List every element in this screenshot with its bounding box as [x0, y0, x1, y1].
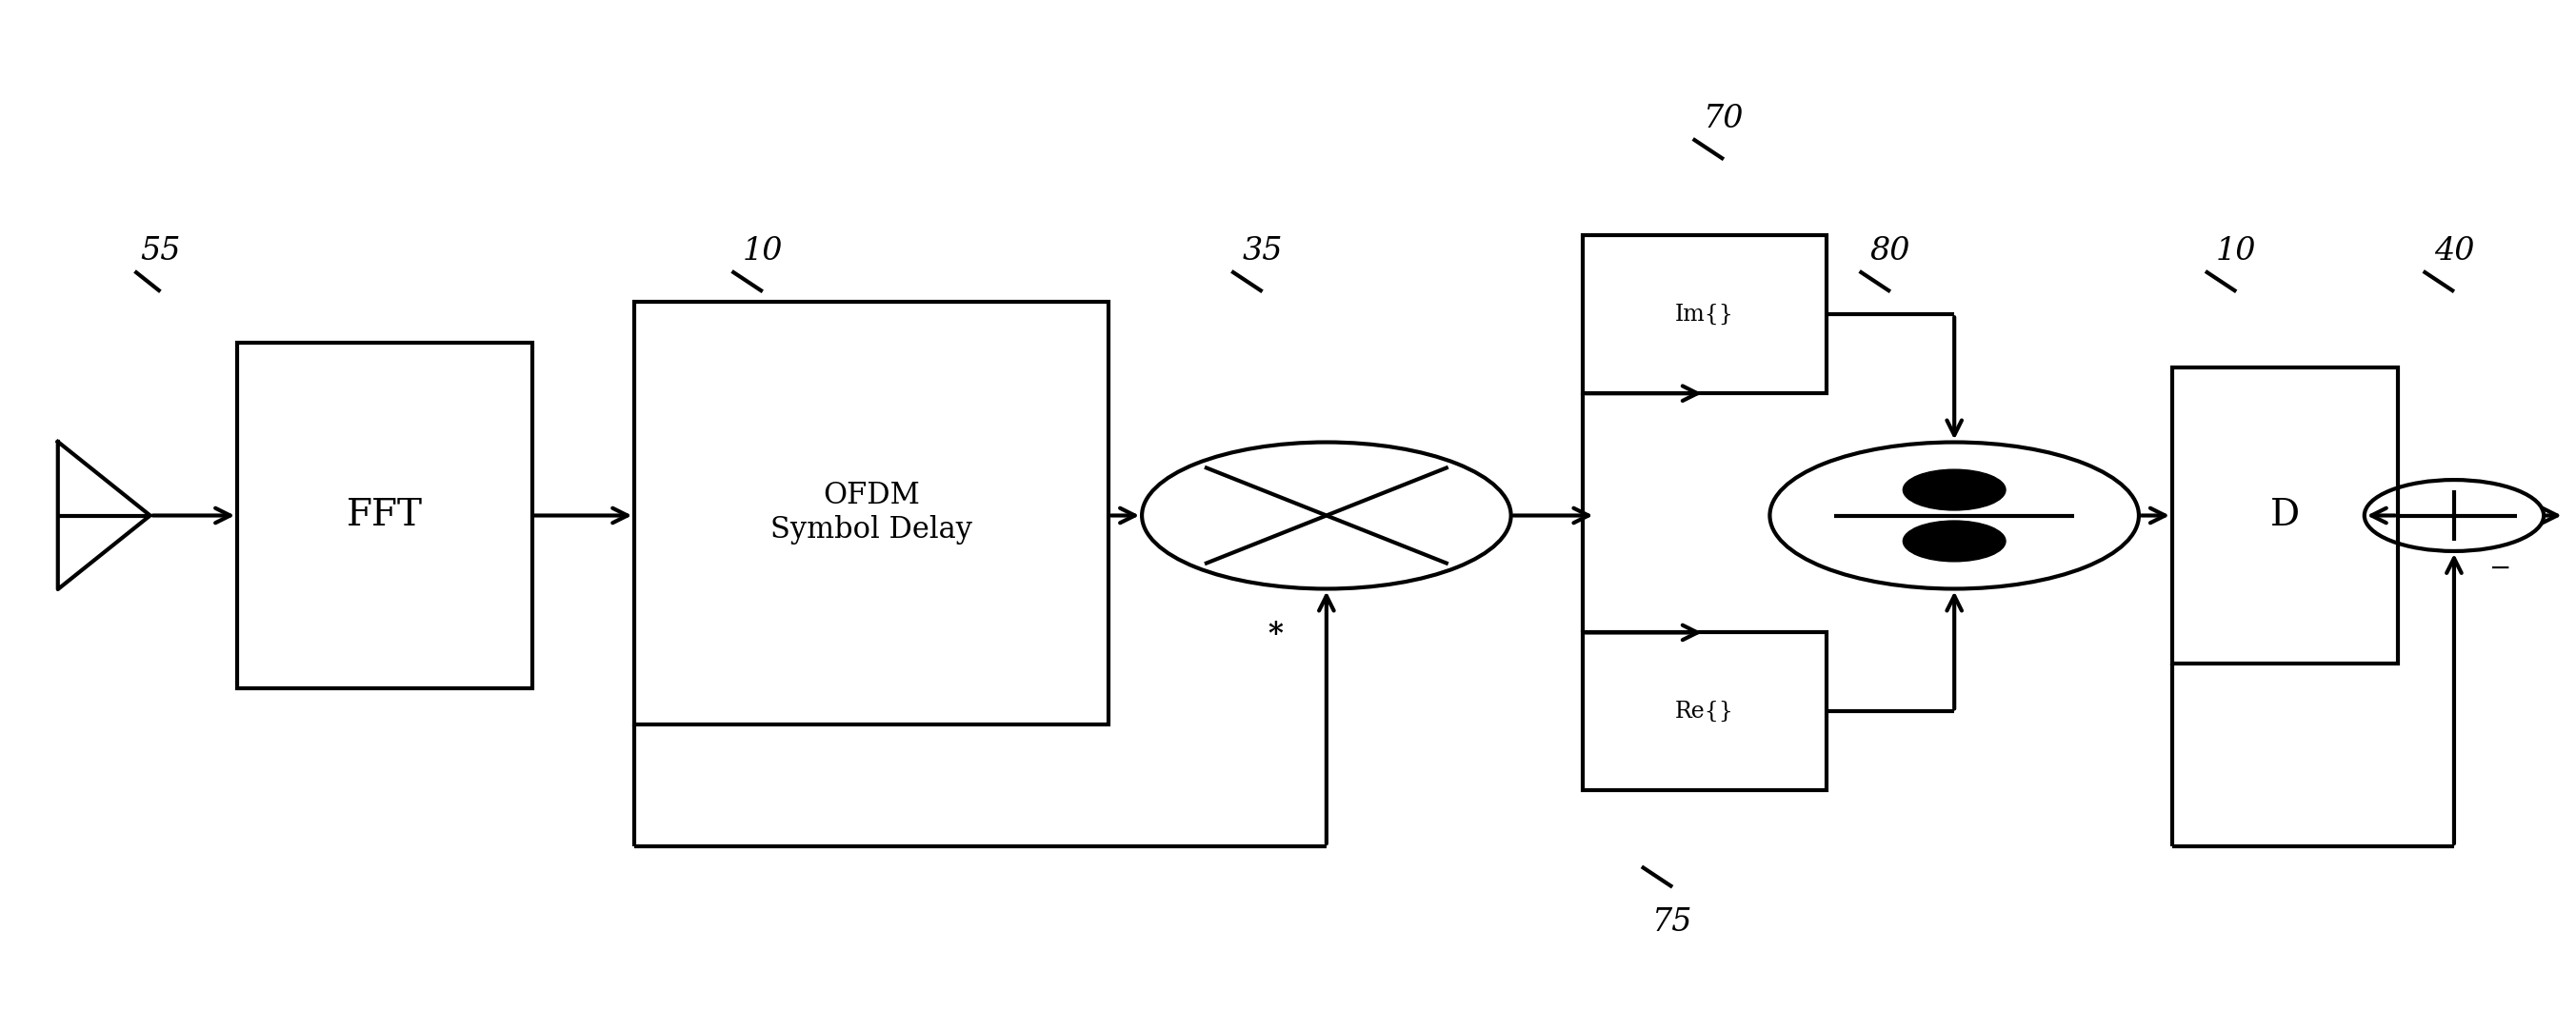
Text: D: D: [2269, 498, 2300, 533]
Text: *: *: [1267, 620, 1283, 648]
Text: 55: 55: [139, 236, 180, 266]
Text: 40: 40: [2434, 236, 2476, 266]
Text: Re{}: Re{}: [1674, 700, 1734, 723]
Text: OFDM
Symbol Delay: OFDM Symbol Delay: [770, 481, 974, 544]
Text: 80: 80: [1870, 236, 1911, 266]
FancyBboxPatch shape: [1582, 633, 1826, 791]
FancyBboxPatch shape: [634, 302, 1108, 724]
Text: 75: 75: [1651, 907, 1692, 938]
Circle shape: [1904, 521, 2007, 562]
FancyBboxPatch shape: [1582, 236, 1826, 394]
Text: FFT: FFT: [348, 498, 422, 533]
Text: 10: 10: [742, 236, 783, 266]
Text: −: −: [2488, 556, 2512, 581]
FancyBboxPatch shape: [237, 342, 533, 689]
Text: 70: 70: [1703, 103, 1744, 134]
Text: 35: 35: [1242, 236, 1283, 266]
FancyBboxPatch shape: [2172, 368, 2398, 663]
Circle shape: [1904, 469, 2007, 510]
Text: Im{}: Im{}: [1674, 303, 1734, 326]
Text: 10: 10: [2215, 236, 2257, 266]
